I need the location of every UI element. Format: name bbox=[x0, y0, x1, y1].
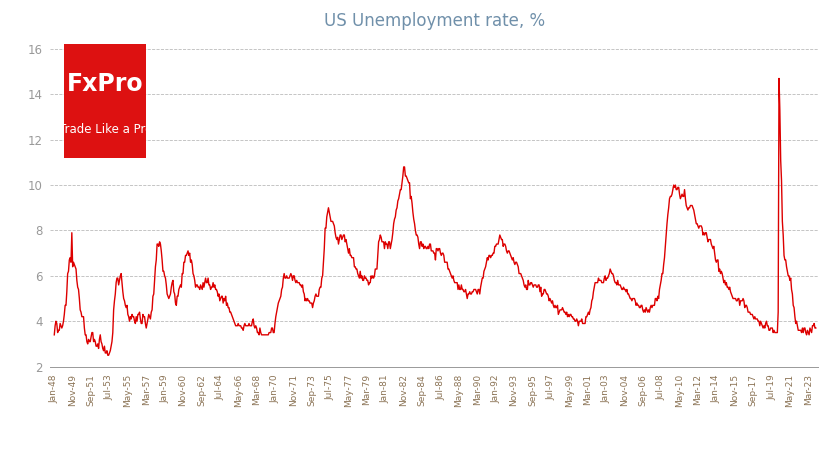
Text: Trade Like a Pro: Trade Like a Pro bbox=[58, 123, 152, 136]
Bar bbox=[64, 44, 146, 158]
Title: US Unemployment rate, %: US Unemployment rate, % bbox=[324, 13, 544, 31]
Text: FxPro: FxPro bbox=[67, 72, 144, 96]
